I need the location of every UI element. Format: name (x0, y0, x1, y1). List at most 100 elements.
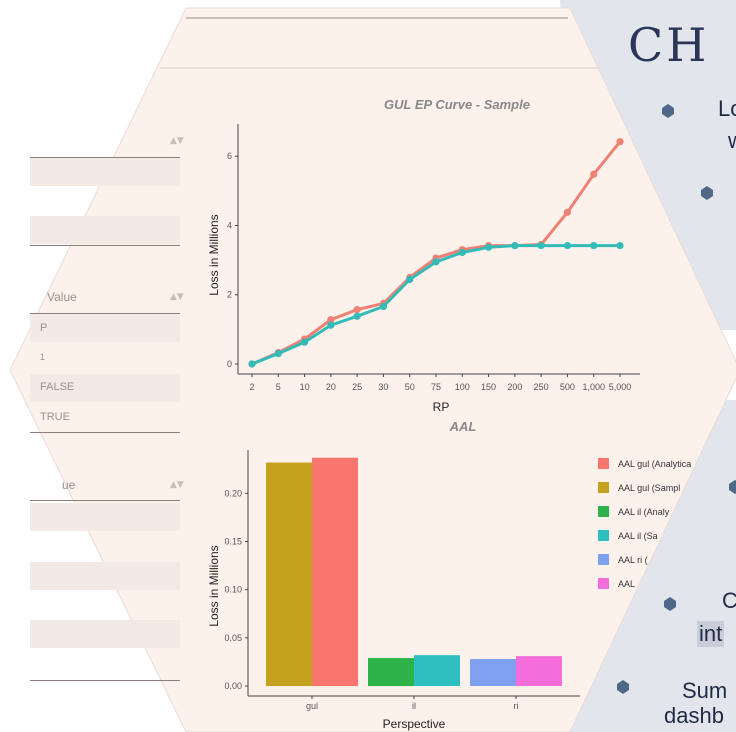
data-point (300, 338, 309, 346)
x-tick-label: 100 (455, 382, 470, 392)
y-tick-label: 2 (227, 290, 232, 300)
bar (266, 462, 312, 686)
sort-icon[interactable]: ▲▼ (170, 480, 184, 490)
bar (414, 655, 460, 686)
bullet-icon (617, 680, 629, 694)
table-divider (30, 157, 180, 158)
y-axis-title: Loss in Millions (207, 214, 221, 295)
x-tick-label: il (412, 701, 416, 711)
table-row (30, 314, 180, 342)
bullet-icon (662, 104, 674, 118)
legend-swatch (598, 578, 609, 589)
legend-label: AAL gul (Sampl (618, 483, 680, 493)
sort-icon[interactable]: ▲▼ (170, 292, 184, 302)
table-row (30, 216, 180, 244)
legend-swatch (598, 530, 609, 541)
table-row (30, 158, 180, 186)
legend-label: AAL gul (Analytica (618, 459, 691, 469)
table-divider (30, 313, 180, 314)
x-axis-title: RP (433, 400, 450, 414)
data-point (537, 241, 545, 250)
bar (368, 658, 414, 686)
table-divider (30, 245, 180, 246)
data-point (616, 241, 624, 250)
table-row (30, 503, 180, 531)
data-point (327, 321, 335, 329)
cell-value: P (40, 322, 48, 334)
slide-fragment: Sum (682, 678, 728, 703)
legend-swatch (598, 554, 609, 565)
data-point (563, 208, 572, 216)
y-axis-title: Loss in Millions (207, 545, 221, 626)
y-tick-label: 0.10 (224, 585, 242, 595)
bullet-icon (729, 480, 736, 494)
y-tick-label: 0.20 (224, 488, 242, 498)
table-divider (30, 680, 180, 681)
data-point (511, 241, 519, 250)
x-tick-label: 30 (378, 382, 388, 392)
bar (470, 659, 516, 686)
x-tick-label: gul (306, 701, 318, 711)
x-tick-label: 20 (326, 382, 336, 392)
x-tick-label: 25 (352, 382, 362, 392)
data-point (327, 316, 335, 324)
data-point (274, 350, 282, 358)
x-axis-title: Perspective (383, 717, 446, 731)
x-tick-label: 150 (481, 382, 496, 392)
x-tick-label: 5 (276, 382, 281, 392)
column-header-value: Value (47, 290, 77, 304)
data-point (484, 243, 493, 251)
x-tick-label: 5,000 (609, 382, 632, 392)
chart-title: GUL EP Curve - Sample (384, 97, 530, 112)
legend-label: AAL il (Sa (618, 531, 658, 541)
y-tick-label: 0.00 (224, 681, 242, 691)
legend-swatch (598, 506, 609, 517)
bullet-icon (701, 186, 713, 200)
pink-hexagon (9, 7, 736, 732)
cell-value: TRUE (40, 411, 70, 423)
table-divider (30, 432, 180, 433)
data-point (590, 241, 598, 250)
x-tick-label: 200 (507, 382, 522, 392)
column-header-value: ue (62, 478, 76, 492)
data-point (563, 241, 572, 250)
legend-swatch (598, 482, 609, 493)
x-tick-label: ri (514, 701, 519, 711)
data-point (379, 302, 388, 311)
legend-label: AAL ri ( (618, 555, 648, 565)
legend-label: AAL (618, 579, 635, 589)
data-point (458, 248, 466, 257)
data-point (406, 275, 414, 284)
cell-value: FALSE (40, 381, 75, 393)
y-tick-label: 0.05 (224, 633, 242, 643)
data-point (353, 306, 361, 314)
data-point (353, 312, 361, 320)
y-tick-label: 4 (227, 220, 232, 230)
sort-icon[interactable]: ▲▼ (170, 136, 184, 146)
y-tick-label: 6 (227, 151, 232, 161)
table-row (30, 374, 180, 402)
bullet-icon (664, 597, 676, 611)
cell-value: 1 (40, 352, 46, 362)
slide-fragment: Lo (718, 96, 736, 121)
slide-heading: CH (628, 18, 710, 72)
table-row (30, 562, 180, 590)
chart-title: AAL (449, 419, 477, 434)
bar (312, 457, 358, 686)
series-line-0 (251, 140, 622, 366)
data-point (248, 360, 256, 368)
slide-fragment: C (722, 588, 736, 613)
slide-fragment: dashb (664, 703, 724, 728)
data-point (432, 258, 440, 266)
bar (516, 656, 562, 686)
x-tick-label: 500 (560, 382, 575, 392)
x-tick-label: 1,000 (582, 382, 605, 392)
data-point (616, 138, 624, 146)
y-tick-label: 0 (227, 359, 232, 369)
data-table: ▲▼ Value ▲▼ P 1 FALSE TRUE ue ▲▼ (0, 0, 190, 732)
x-tick-label: 10 (300, 382, 310, 392)
